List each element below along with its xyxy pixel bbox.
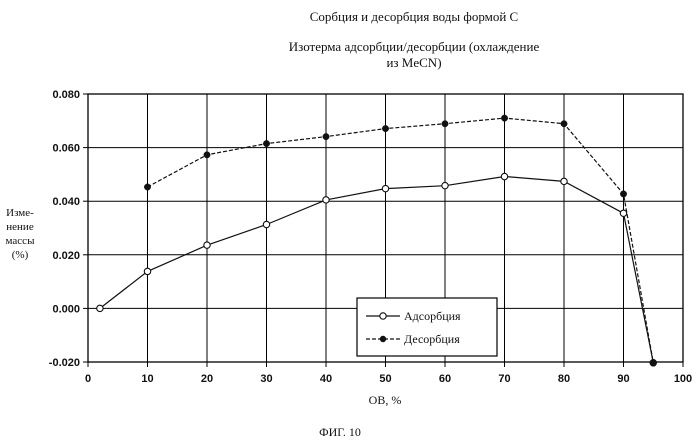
y-axis-ticks: -0.020 0.000 0.020 0.040 0.060 0.080 — [49, 89, 88, 369]
legend-adsorption-marker — [380, 313, 386, 319]
legend-box — [357, 298, 497, 356]
y-tick-label: 0.020 — [52, 250, 80, 262]
data-point-desorption — [561, 121, 567, 127]
data-point-adsorption — [97, 305, 103, 311]
x-tick-label: 50 — [379, 373, 391, 385]
legend-desorption-label: Десорбция — [404, 332, 460, 346]
chart-subtitle-line1: Изотерма адсорбции/десорбции (охлаждение — [289, 39, 540, 54]
data-point-adsorption — [263, 221, 269, 227]
x-axis-label: ОВ, % — [369, 393, 402, 407]
legend-adsorption-label: Адсорбция — [404, 309, 461, 323]
y-axis-label-line-1: Изме- — [6, 207, 34, 219]
data-point-desorption — [620, 191, 626, 197]
x-tick-label: 0 — [85, 373, 91, 385]
y-axis-label-line-4: (%) — [12, 249, 29, 261]
data-point-desorption — [501, 115, 507, 121]
y-axis-label-line-2: нение — [6, 221, 34, 233]
data-point-desorption — [144, 184, 150, 190]
y-tick-label: 0.040 — [52, 196, 80, 208]
x-tick-label: 60 — [439, 373, 451, 385]
y-tick-label: 0.060 — [52, 143, 80, 155]
x-axis-ticks: 0 10 20 30 40 50 60 70 80 90 100 — [85, 362, 692, 385]
x-tick-label: 100 — [674, 373, 692, 385]
data-point-adsorption — [620, 210, 626, 216]
x-tick-label: 10 — [141, 373, 153, 385]
x-tick-label: 80 — [558, 373, 570, 385]
data-point-desorption — [263, 140, 269, 146]
data-point-desorption — [650, 360, 656, 366]
data-point-adsorption — [323, 197, 329, 203]
x-tick-label: 30 — [260, 373, 272, 385]
data-point-adsorption — [144, 268, 150, 274]
data-point-adsorption — [561, 178, 567, 184]
x-tick-label: 40 — [320, 373, 332, 385]
data-point-adsorption — [382, 185, 388, 191]
data-point-adsorption — [442, 182, 448, 188]
x-tick-label: 90 — [617, 373, 629, 385]
x-tick-label: 70 — [498, 373, 510, 385]
data-point-desorption — [204, 152, 210, 158]
legend-desorption-marker — [380, 336, 386, 342]
data-point-desorption — [323, 133, 329, 139]
y-tick-label: 0.000 — [52, 303, 80, 315]
data-point-desorption — [442, 121, 448, 127]
data-point-adsorption — [501, 173, 507, 179]
chart-subtitle-line2: из MeCN) — [386, 55, 441, 70]
legend: Адсорбция Десорбция — [357, 298, 497, 356]
y-axis-label: Изме- нение массы (%) — [6, 207, 36, 261]
y-axis-label-line-3: массы — [6, 235, 36, 247]
y-tick-label: -0.020 — [49, 357, 80, 369]
x-tick-label: 20 — [201, 373, 213, 385]
data-point-desorption — [382, 125, 388, 131]
chart-title: Сорбция и десорбция воды формой С — [310, 9, 518, 24]
figure-caption: ФИГ. 10 — [319, 425, 361, 439]
y-tick-label: 0.080 — [52, 89, 80, 101]
data-point-adsorption — [204, 242, 210, 248]
